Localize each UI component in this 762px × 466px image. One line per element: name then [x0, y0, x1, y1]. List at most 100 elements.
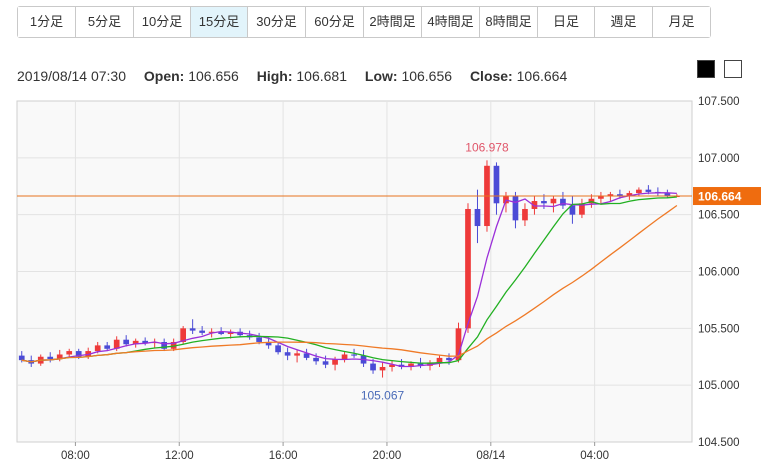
candle-body [265, 341, 272, 346]
x-tick-label: 08:00 [61, 450, 90, 462]
candle-body [645, 189, 652, 192]
x-tick-label: 16:00 [269, 450, 298, 462]
ohlc-high-value: 106.681 [296, 68, 347, 84]
tab-timeframe-4[interactable]: 30分足 [248, 7, 306, 37]
candle-body [522, 208, 528, 221]
candle-body [170, 341, 177, 349]
candle-body [588, 198, 595, 204]
ohlc-low-value: 106.656 [401, 68, 453, 84]
current-price-tag [693, 187, 761, 206]
ohlc-low-label: Low: [364, 68, 398, 84]
ohlc-open-label: Open: [143, 68, 185, 84]
candle-body [664, 193, 671, 197]
candle-body [303, 353, 310, 358]
candle-body [579, 203, 585, 215]
tab-timeframe-3[interactable]: 15分足 [191, 7, 248, 37]
ma-long-line [21, 204, 678, 363]
current-price-label: 106.664 [698, 190, 742, 204]
y-tick-label: 105.000 [698, 380, 740, 392]
candle-body [199, 330, 205, 333]
tab-timeframe-9[interactable]: 日足 [538, 7, 595, 37]
low-annotation: 105.067 [361, 389, 405, 403]
ma-short-line [21, 192, 677, 368]
candle-body [75, 351, 82, 357]
candle-body [370, 363, 376, 371]
ohlc-close-value: 106.664 [516, 68, 568, 84]
ohlc-high-label: High: [256, 68, 293, 84]
candle-body [104, 345, 111, 349]
candle-body [256, 337, 262, 342]
candle-body [465, 208, 471, 329]
candle-body [351, 354, 357, 356]
tab-timeframe-10[interactable]: 週足 [595, 7, 653, 37]
candle-body [275, 345, 281, 353]
candle-body [617, 194, 623, 197]
candle-body [218, 331, 224, 335]
tab-timeframe-0[interactable]: 1分足 [18, 7, 76, 37]
candle-body [332, 359, 338, 365]
candle-body [560, 198, 566, 206]
candle-body [56, 354, 63, 360]
candle-body [66, 351, 73, 355]
candle-body [161, 341, 168, 349]
candle-body [123, 339, 130, 345]
candle-body [626, 193, 633, 197]
tab-timeframe-5[interactable]: 60分足 [306, 7, 364, 37]
candle-body [284, 352, 291, 356]
candle-body [531, 201, 538, 209]
candle-body [389, 364, 395, 367]
light-theme-button[interactable] [724, 60, 742, 78]
candle-body [94, 345, 101, 352]
tab-timeframe-7[interactable]: 4時間足 [422, 7, 480, 37]
y-tick-label: 107.000 [698, 153, 740, 165]
y-tick-label: 106.500 [698, 210, 740, 222]
x-tick-label: 20:00 [373, 450, 402, 462]
ohlc-readout: 2019/08/14 07:30 Open: 106.656 High: 106… [17, 68, 567, 84]
candle-body [379, 366, 386, 371]
candle-body [313, 357, 319, 362]
candle-body [417, 363, 424, 366]
y-tick-label: 107.500 [698, 96, 740, 108]
tab-timeframe-2[interactable]: 10分足 [134, 7, 191, 37]
candle-body [446, 357, 452, 361]
candle-body [636, 189, 642, 194]
tab-timeframe-1[interactable]: 5分足 [76, 7, 134, 37]
tab-timeframe-11[interactable]: 月足 [653, 7, 710, 37]
candle-body [541, 201, 547, 204]
candle-body [132, 340, 139, 345]
candle-body [474, 208, 481, 227]
ohlc-datetime: 2019/08/14 07:30 [17, 68, 126, 84]
y-tick-label: 104.500 [698, 437, 740, 449]
candle-body [408, 363, 414, 367]
candle-body [607, 194, 614, 197]
candle-body [455, 328, 462, 361]
y-tick-label: 105.500 [698, 323, 740, 335]
candle-body [322, 361, 329, 365]
candle-body [341, 354, 348, 360]
candle-body [208, 331, 215, 333]
candle-body [436, 357, 443, 363]
candle-body [550, 198, 557, 204]
high-annotation: 106.978 [465, 140, 509, 154]
candle-body [113, 339, 120, 349]
y-tick-label: 106.000 [698, 267, 740, 279]
x-tick-label: 04:00 [580, 450, 609, 462]
dark-theme-button[interactable] [697, 60, 715, 78]
candle-body [493, 165, 500, 204]
candle-body [294, 353, 300, 356]
tab-timeframe-8[interactable]: 8時間足 [480, 7, 538, 37]
ohlc-close-label: Close: [469, 68, 513, 84]
candle-body [142, 340, 149, 344]
candle-body [512, 196, 519, 221]
candle-body [569, 205, 576, 215]
candle-body [189, 328, 196, 331]
candle-body [598, 196, 604, 199]
candle-body [180, 328, 187, 342]
ohlc-open-value: 106.656 [188, 68, 239, 84]
candle-body [18, 355, 25, 361]
timeframe-tabs: 1分足 5分足 10分足 15分足 30分足 60分足 2時間足 4時間足 8時間足 日足 週足 月足 [17, 6, 711, 38]
x-tick-label: 08/14 [476, 450, 505, 462]
tab-timeframe-6[interactable]: 2時間足 [364, 7, 422, 37]
candle-body [47, 356, 54, 360]
